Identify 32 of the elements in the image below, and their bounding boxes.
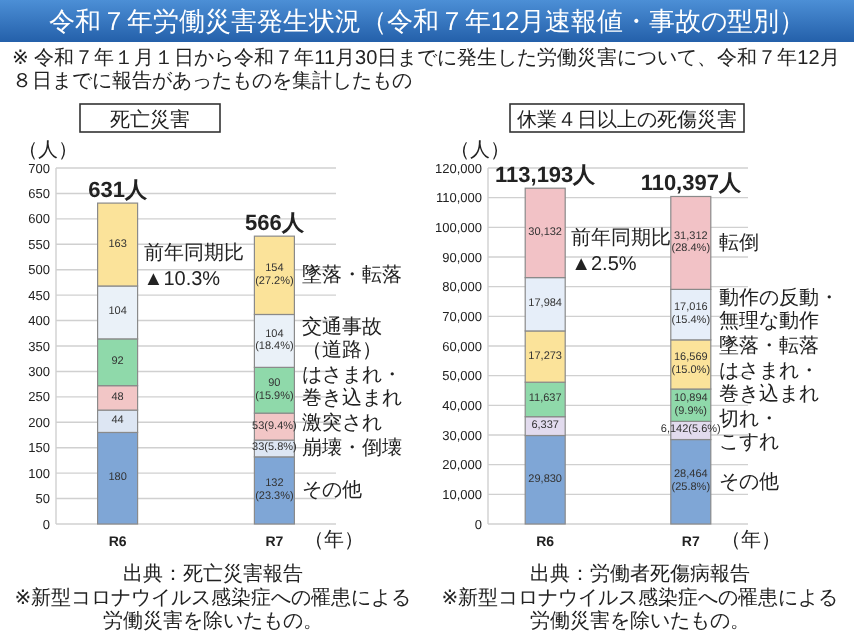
- series-label: 崩壊・倒壊: [302, 435, 403, 460]
- text: ※新型コロナウイルス感染症への罹患による労働災害を除いたもの。: [441, 586, 839, 633]
- y-axis-title: （人）: [18, 140, 78, 162]
- text: ※新型コロナウイルス感染症への罹患による労働災害を除いたもの。: [14, 586, 412, 633]
- total-label: 113,193人: [495, 164, 598, 189]
- annotation: 前年同期比: [143, 241, 244, 266]
- annotation: ▲2.5%: [571, 254, 637, 277]
- series-label: その他: [718, 468, 779, 493]
- series-label: 激突され: [302, 410, 383, 435]
- x-axis-title: （年）: [720, 528, 781, 552]
- series-label: 切れ・こすれ: [718, 405, 779, 453]
- total-label: 566人: [245, 212, 306, 237]
- text: 令和７年労働災害発生状況（令和７年12月速報値・事故の型別）: [48, 6, 806, 36]
- series-label: はさまれ・巻き込まれ: [302, 364, 403, 410]
- annotation: ▲10.3%: [143, 269, 221, 292]
- series-label: 墜落・転落: [718, 332, 819, 357]
- text: ※ 令和７年１月１日から令和７年11月30日までに発生した労働災害について、令和７年12月８日までに報告があったものを集計したもの: [12, 46, 840, 93]
- series-label: その他: [302, 477, 363, 502]
- chart-title: 死亡災害: [110, 108, 190, 132]
- series-label: 交通事故（道路）: [302, 314, 383, 362]
- series-label: 転倒: [718, 231, 759, 254]
- total-label: 631人: [88, 179, 149, 204]
- chart-title: 休業４日以上の死傷災害: [517, 108, 737, 132]
- series-label: 動作の反動・無理な動作: [718, 284, 839, 332]
- source-note: 出典：労働者死傷病報告: [530, 562, 750, 586]
- x-axis-title: （年）: [304, 528, 365, 552]
- y-axis-title: （人）: [450, 140, 510, 162]
- series-label: 墜落・転落: [302, 262, 403, 287]
- annotation: 前年同期比: [571, 226, 672, 251]
- series-label: はさまれ・巻き込まれ: [718, 359, 819, 405]
- source-note: 出典：死亡災害報告: [123, 562, 303, 586]
- total-label: 110,397人: [640, 172, 743, 197]
